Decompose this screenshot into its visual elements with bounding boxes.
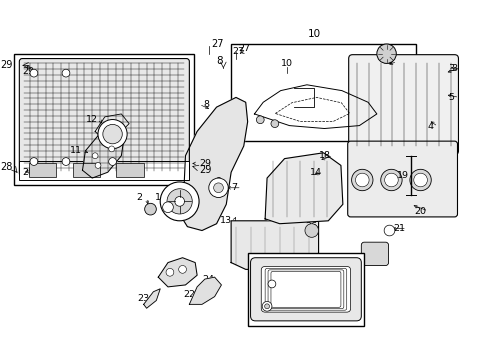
Circle shape <box>351 169 372 191</box>
Circle shape <box>384 225 394 236</box>
Text: 8: 8 <box>216 57 223 67</box>
Circle shape <box>409 169 430 191</box>
FancyBboxPatch shape <box>361 242 388 265</box>
Text: 20: 20 <box>414 207 426 216</box>
Polygon shape <box>82 130 124 178</box>
Text: 26: 26 <box>305 222 317 231</box>
Polygon shape <box>143 289 160 308</box>
Polygon shape <box>189 277 221 304</box>
Text: 29: 29 <box>199 159 211 168</box>
Text: 15: 15 <box>351 261 363 270</box>
Circle shape <box>108 146 114 152</box>
FancyBboxPatch shape <box>250 258 361 321</box>
Text: 18: 18 <box>319 151 331 160</box>
Circle shape <box>267 280 275 288</box>
Text: 12: 12 <box>86 115 98 124</box>
Circle shape <box>413 173 427 187</box>
Polygon shape <box>158 258 197 287</box>
Circle shape <box>174 197 184 206</box>
Circle shape <box>270 120 278 127</box>
Polygon shape <box>231 221 318 269</box>
Circle shape <box>30 158 38 166</box>
Bar <box>20 161 189 180</box>
Text: 25: 25 <box>373 246 385 255</box>
Text: 11: 11 <box>70 147 81 156</box>
Text: 9: 9 <box>215 177 221 186</box>
Text: 1: 1 <box>155 193 161 202</box>
FancyBboxPatch shape <box>348 55 458 155</box>
FancyBboxPatch shape <box>347 141 457 217</box>
Circle shape <box>95 162 101 168</box>
Text: 2: 2 <box>136 193 142 202</box>
Text: 29: 29 <box>199 165 211 175</box>
Circle shape <box>98 120 127 149</box>
Text: 13: 13 <box>220 216 232 225</box>
Circle shape <box>213 183 223 193</box>
Text: 19: 19 <box>396 171 408 180</box>
Circle shape <box>380 169 401 191</box>
Polygon shape <box>264 153 342 224</box>
Text: 29: 29 <box>22 67 34 76</box>
Circle shape <box>264 304 269 309</box>
Text: 17: 17 <box>261 294 272 303</box>
Text: 21: 21 <box>392 224 405 233</box>
Circle shape <box>355 173 368 187</box>
Circle shape <box>256 116 264 123</box>
Circle shape <box>108 158 116 166</box>
Circle shape <box>262 301 271 311</box>
Text: 8: 8 <box>203 100 209 109</box>
Circle shape <box>376 44 395 63</box>
Text: 23: 23 <box>137 294 149 303</box>
Circle shape <box>166 269 173 276</box>
Polygon shape <box>182 98 247 230</box>
Text: 22: 22 <box>183 290 195 299</box>
Text: 27: 27 <box>211 39 224 49</box>
Circle shape <box>92 153 98 159</box>
Text: 14: 14 <box>309 168 321 177</box>
Polygon shape <box>95 114 129 136</box>
Circle shape <box>144 203 156 215</box>
Bar <box>231 44 415 141</box>
Text: 3: 3 <box>451 64 457 73</box>
Text: 27: 27 <box>238 44 249 53</box>
Circle shape <box>30 69 38 77</box>
Circle shape <box>305 224 318 237</box>
Circle shape <box>167 189 192 214</box>
Text: 10: 10 <box>307 29 320 39</box>
Circle shape <box>208 178 228 198</box>
Circle shape <box>384 173 397 187</box>
Bar <box>116 163 143 177</box>
Text: 28: 28 <box>22 168 34 177</box>
Circle shape <box>102 125 122 144</box>
Text: 3: 3 <box>447 64 454 73</box>
Bar <box>15 54 194 185</box>
FancyBboxPatch shape <box>20 59 189 176</box>
Text: 27: 27 <box>231 47 244 56</box>
Text: 6: 6 <box>386 57 392 66</box>
Text: 7: 7 <box>230 183 237 192</box>
Bar <box>73 163 100 177</box>
Bar <box>29 163 56 177</box>
Circle shape <box>160 182 199 221</box>
Text: 4: 4 <box>427 122 432 131</box>
Text: 29: 29 <box>0 60 13 70</box>
Text: 10: 10 <box>280 59 292 68</box>
Circle shape <box>163 202 173 212</box>
Text: 5: 5 <box>448 93 454 102</box>
Circle shape <box>62 158 70 166</box>
Text: 16: 16 <box>280 310 292 319</box>
Circle shape <box>178 265 186 273</box>
Bar <box>247 253 364 326</box>
Circle shape <box>62 69 70 77</box>
Text: 24: 24 <box>203 275 214 284</box>
Text: 28: 28 <box>0 162 13 172</box>
FancyBboxPatch shape <box>261 266 350 312</box>
